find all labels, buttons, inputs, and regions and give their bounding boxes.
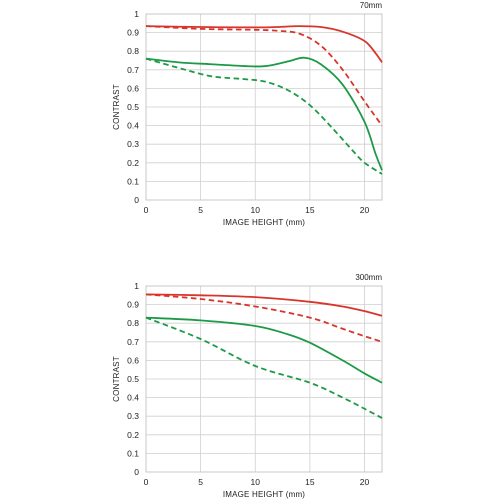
y-tick-label: 0.4 (127, 121, 139, 131)
plot-frame (145, 13, 383, 201)
x-tick-label: 20 (360, 205, 370, 215)
series-line (145, 316, 383, 419)
x-tick-label: 15 (305, 205, 315, 215)
chart-300mm: 00.10.20.30.40.50.60.70.80.910 5 10 15 20IMA… (112, 273, 383, 499)
y-tick-label: 0.2 (127, 430, 139, 440)
x-tick-label: 0 (144, 477, 149, 487)
y-tick-label: 0.8 (127, 46, 139, 56)
x-tick-label: 15 (305, 477, 315, 487)
y-tick-label: 1 (134, 281, 139, 291)
y-tick-label: 0.6 (127, 355, 139, 365)
y-axis-title: CONTRAST (112, 356, 121, 402)
series-line (145, 57, 383, 175)
y-tick-label: 0.2 (127, 158, 139, 168)
x-axis-title: IMAGE HEIGHT (mm) (223, 218, 305, 227)
x-axis-title: IMAGE HEIGHT (mm) (223, 490, 305, 499)
y-tick-label: 0.8 (127, 318, 139, 328)
x-tick-label: 10 (251, 205, 261, 215)
y-tick-label: 0 (134, 195, 139, 205)
x-tick-label: 10 (251, 477, 261, 487)
y-tick-label: 0.9 (127, 300, 139, 310)
x-tick-label: 20 (360, 477, 370, 487)
chart-70mm: 00.10.20.30.40.50.60.70.80.910 5 10 15 20IMA… (112, 1, 383, 227)
y-tick-label: 0.3 (127, 139, 139, 149)
y-tick-label: 0 (134, 467, 139, 477)
y-tick-label: 0.4 (127, 393, 139, 403)
x-tick-label: 5 (198, 477, 203, 487)
y-tick-label: 0.6 (127, 83, 139, 93)
y-axis-title: CONTRAST (112, 84, 121, 130)
x-tick-label: 5 (198, 205, 203, 215)
series-line (145, 293, 383, 343)
series-line (145, 293, 383, 317)
y-tick-label: 0.9 (127, 28, 139, 38)
y-tick-label: 0.7 (127, 65, 139, 75)
series-line (145, 25, 383, 63)
y-tick-label: 0.1 (127, 176, 139, 186)
x-tick-label: 0 (144, 205, 149, 215)
series-line (145, 25, 383, 127)
y-tick-label: 0.1 (127, 448, 139, 458)
y-tick-label: 0.5 (127, 374, 139, 384)
y-tick-label: 0.7 (127, 337, 139, 347)
focal-length-label: 300mm (355, 273, 382, 282)
y-tick-label: 0.3 (127, 411, 139, 421)
focal-length-label: 70mm (360, 1, 383, 10)
y-tick-label: 0.5 (127, 102, 139, 112)
plot-frame (145, 285, 383, 473)
series-line (145, 56, 383, 171)
series-line (145, 316, 383, 384)
y-tick-label: 1 (134, 9, 139, 19)
